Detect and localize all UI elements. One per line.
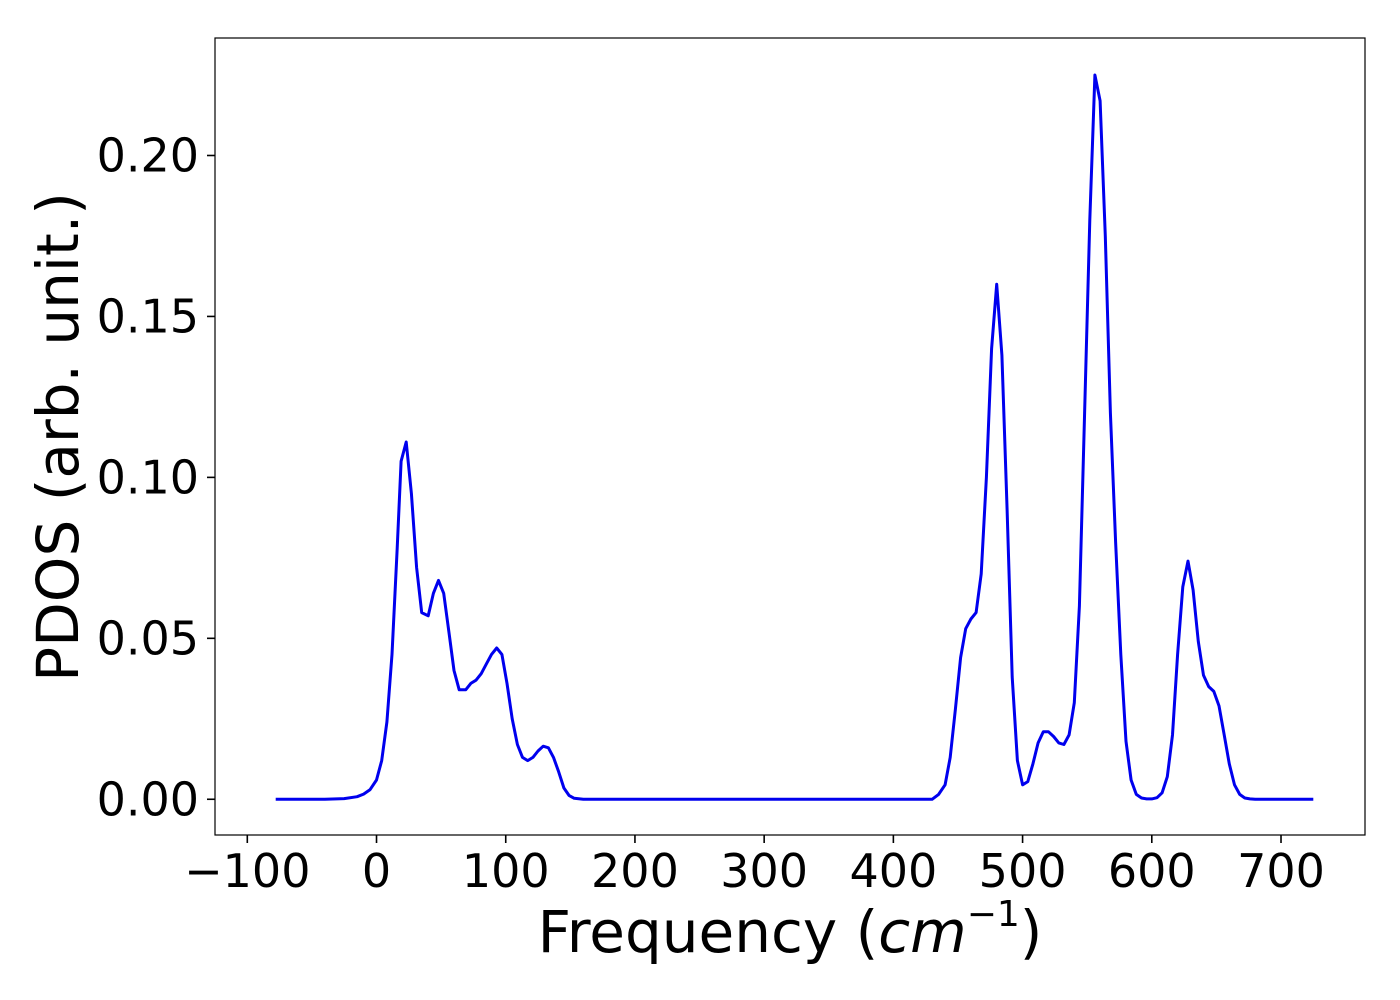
x-tick-label: 200 [591, 844, 679, 898]
y-tick-label: 0.15 [97, 289, 199, 343]
x-axis-label: Frequency (cm−1) [538, 894, 1043, 966]
y-axis: 0.00 0.05 0.10 0.15 0.20 [97, 128, 215, 826]
x-tick-label: 600 [1108, 844, 1196, 898]
x-axis: −100 0 100 200 300 400 500 600 700 [184, 835, 1325, 898]
plot-area-frame [214, 37, 1366, 836]
y-tick-label: 0.20 [97, 128, 199, 182]
y-axis-label: PDOS (arb. unit.) [24, 192, 92, 682]
x-tick-label: 500 [979, 844, 1067, 898]
x-tick-label: −100 [184, 844, 310, 898]
y-tick-label: 0.00 [97, 772, 199, 826]
x-tick-label: 300 [720, 844, 808, 898]
x-tick-label: 100 [462, 844, 550, 898]
pdos-series-line [275, 73, 1314, 801]
x-tick-label: 700 [1237, 844, 1325, 898]
y-tick-label: 0.05 [97, 611, 199, 665]
x-tick-label: 0 [362, 844, 391, 898]
x-tick-label: 400 [849, 844, 937, 898]
y-tick-label: 0.10 [97, 450, 199, 504]
